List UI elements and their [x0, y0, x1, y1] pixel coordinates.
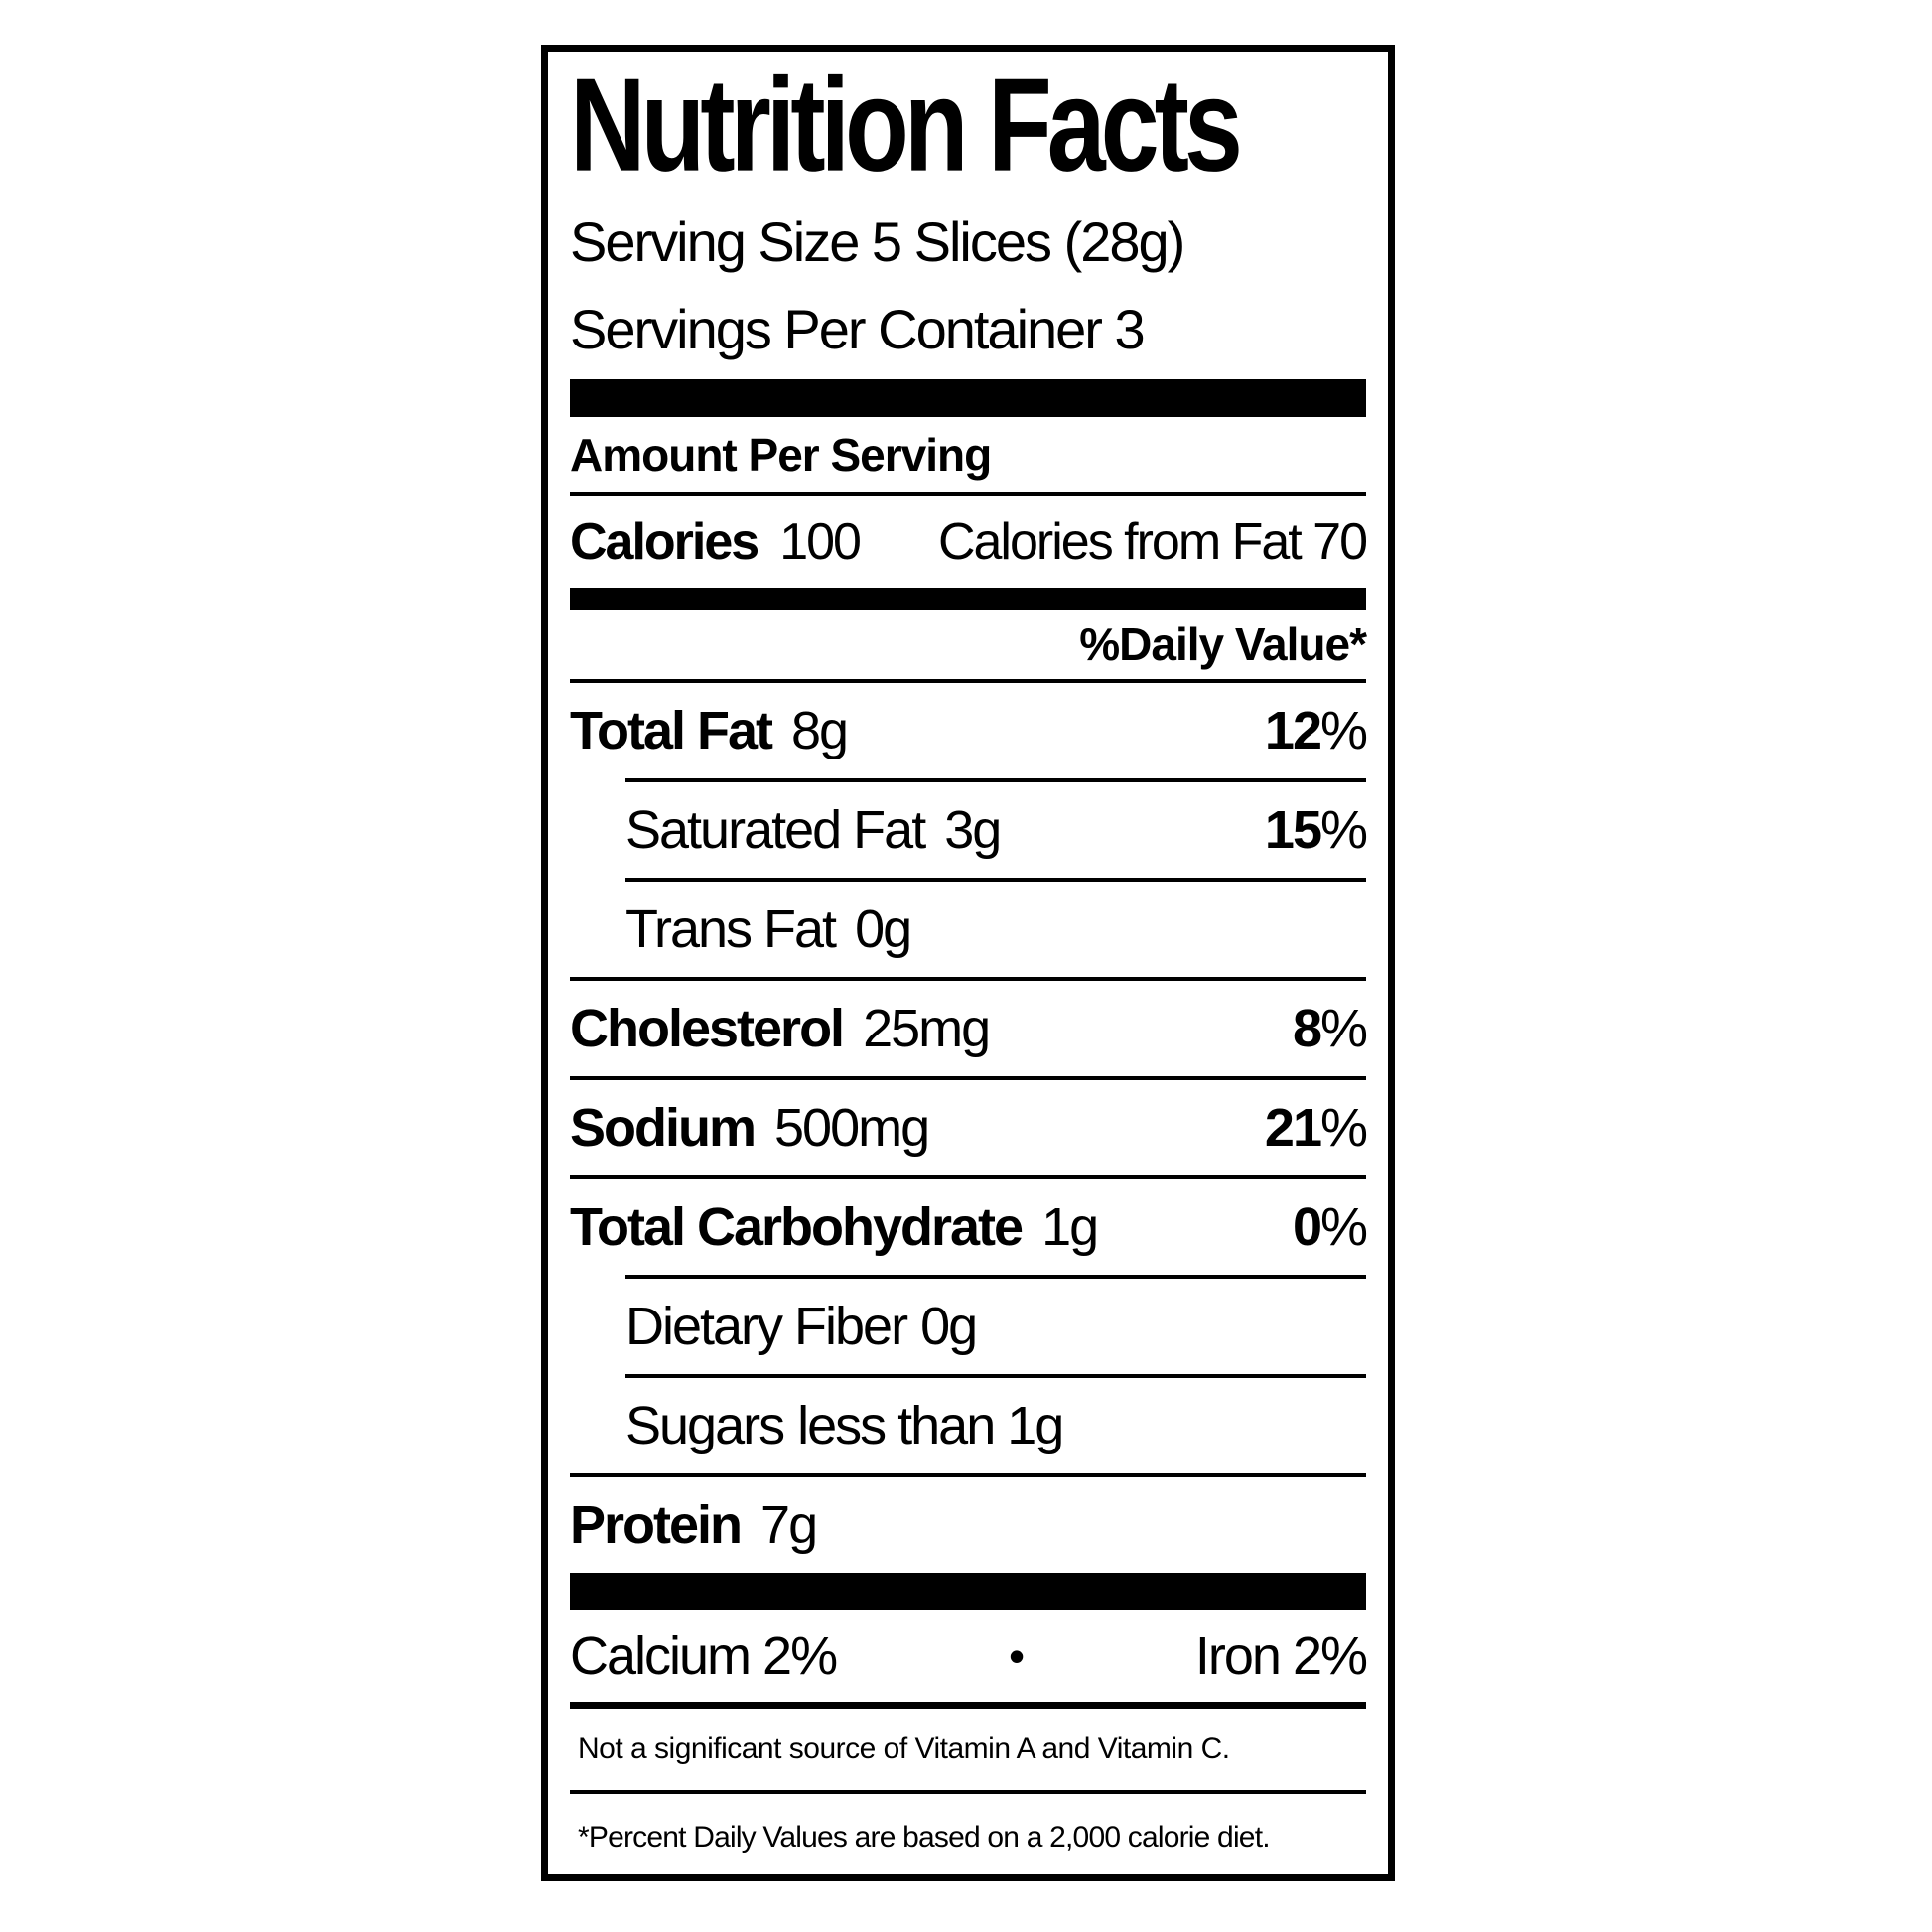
daily-value-footnote: *Percent Daily Values are based on a 2,0…	[578, 1821, 1271, 1854]
dv-number: 21	[1264, 1098, 1322, 1158]
thick-divider-bar-top	[570, 379, 1366, 417]
nutrient-name-amount: Total Carbohydrate 1g	[570, 1196, 1099, 1258]
nutrient-name: Trans Fat	[625, 899, 837, 959]
separator-indented	[625, 878, 1366, 882]
nutrient-amount: 7g	[760, 1495, 818, 1555]
nutrient-daily-value: 0%	[1292, 1196, 1368, 1258]
nutrient-daily-value: 12%	[1264, 700, 1368, 761]
percent-sign: %	[1319, 1197, 1368, 1257]
minerals-row: Calcium 2% • Iron 2%	[570, 1610, 1368, 1702]
separator-indented	[625, 778, 1366, 782]
nutrient-name-amount: Total Fat 8g	[570, 700, 849, 761]
nutrient-name: Cholesterol	[570, 999, 845, 1058]
nutrient-amount: 8g	[790, 701, 849, 760]
calories-row: Calories 100 Calories from Fat 70	[570, 496, 1368, 588]
nutrient-name-amount: Sugars less than 1g	[625, 1395, 1064, 1456]
separator-thick	[570, 1702, 1366, 1709]
nutrient-amount: less than 1g	[797, 1396, 1064, 1455]
nutrient-row-protein: Protein 7g	[570, 1477, 1366, 1573]
separator-full	[570, 1473, 1366, 1477]
bullet-separator: •	[1008, 1630, 1025, 1682]
percent-sign: %	[1319, 800, 1368, 860]
nutrient-row-total-fat: Total Fat 8g 12%	[570, 683, 1368, 778]
dv-number: 8	[1292, 999, 1322, 1058]
calories-left-group: Calories 100	[570, 512, 862, 572]
nutrient-name: Total Carbohydrate	[570, 1197, 1024, 1257]
nutrient-name: Protein	[570, 1495, 743, 1555]
nutrient-name: Sugars	[625, 1396, 785, 1455]
nutrient-row-saturated-fat: Saturated Fat 3g 15%	[570, 782, 1368, 878]
nutrient-amount: 3g	[944, 800, 1002, 860]
nutrient-name: Total Fat	[570, 701, 773, 760]
calories-value: 100	[779, 513, 862, 571]
separator-full	[570, 1175, 1366, 1179]
percent-sign: %	[1319, 1098, 1368, 1158]
nutrient-name: Saturated Fat	[625, 800, 926, 860]
insignificant-note: Not a significant source of Vitamin A an…	[578, 1732, 1230, 1765]
dv-number: 12	[1264, 701, 1322, 760]
nutrient-amount: 25mg	[863, 999, 991, 1058]
servings-per-container-line: Servings Per Container 3	[570, 298, 1146, 360]
nutrient-row-sodium: Sodium 500mg 21%	[570, 1080, 1368, 1175]
daily-value-header: %Daily Value*	[570, 610, 1367, 683]
nutrient-row-dietary-fiber: Dietary Fiber 0g	[570, 1279, 1366, 1374]
nutrient-amount: 500mg	[774, 1098, 930, 1158]
nutrient-row-cholesterol: Cholesterol 25mg 8%	[570, 981, 1368, 1076]
nutrient-name-amount: Sodium 500mg	[570, 1097, 930, 1159]
calories-from-fat: Calories from Fat 70	[937, 513, 1368, 571]
nutrient-amount: 0g	[920, 1297, 978, 1356]
thin-divider-bar-calories	[570, 588, 1366, 610]
panel-title: Nutrition Facts	[570, 51, 1243, 200]
nutrient-name-amount: Trans Fat 0g	[625, 898, 912, 960]
nutrient-name: Sodium	[570, 1098, 757, 1158]
nutrient-amount: 0g	[855, 899, 912, 959]
percent-sign: %	[1319, 701, 1368, 760]
separator-full	[570, 1790, 1366, 1794]
calories-label: Calories	[570, 513, 759, 571]
separator-indented	[625, 1374, 1366, 1378]
thick-divider-bar-bottom	[570, 1573, 1366, 1610]
nutrient-daily-value: 21%	[1264, 1097, 1368, 1159]
separator-full	[570, 977, 1366, 981]
nutrient-name-amount: Dietary Fiber 0g	[625, 1296, 978, 1357]
serving-size-line: Serving Size 5 Slices (28g)	[570, 210, 1185, 273]
percent-sign: %	[1319, 999, 1368, 1058]
dv-number: 0	[1292, 1197, 1322, 1257]
dv-number: 15	[1264, 800, 1322, 860]
nutrient-name: Dietary Fiber	[625, 1297, 908, 1356]
separator-full	[570, 1076, 1366, 1080]
nutrient-row-trans-fat: Trans Fat 0g	[570, 882, 1366, 977]
nutrient-daily-value: 15%	[1264, 799, 1368, 861]
nutrient-row-total-carbohydrate: Total Carbohydrate 1g 0%	[570, 1179, 1368, 1275]
nutrient-row-sugars: Sugars less than 1g	[570, 1378, 1366, 1473]
nutrient-name-amount: Protein 7g	[570, 1494, 818, 1556]
nutrition-facts-panel: Nutrition Facts Serving Size 5 Slices (2…	[541, 45, 1395, 1881]
separator-indented	[625, 1275, 1366, 1279]
nutrient-name-amount: Saturated Fat 3g	[625, 799, 1002, 861]
nutrient-name-amount: Cholesterol 25mg	[570, 998, 991, 1059]
nutrient-daily-value: 8%	[1292, 998, 1368, 1059]
amount-per-serving-heading: Amount Per Serving	[570, 417, 1366, 496]
calcium-value: Calcium 2%	[570, 1626, 838, 1686]
iron-value: Iron 2%	[1194, 1626, 1368, 1686]
nutrient-amount: 1g	[1041, 1197, 1099, 1257]
